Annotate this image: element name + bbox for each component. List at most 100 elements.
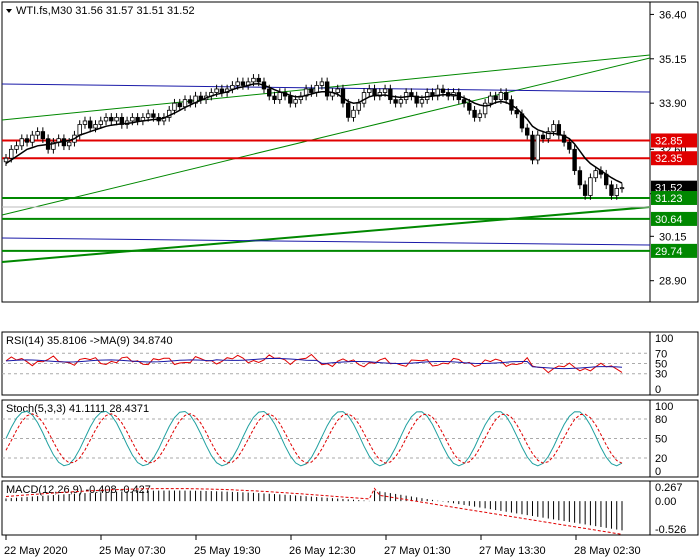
y-tick-label: 36.40 — [659, 9, 687, 21]
stoch-main-line — [5, 410, 623, 467]
candle-body — [272, 95, 277, 101]
rsi-tick-label: 50 — [655, 359, 667, 371]
rsi-tick-label: 70 — [655, 348, 667, 360]
candle-body — [235, 81, 240, 86]
candle-body — [477, 113, 483, 118]
candle-body — [361, 92, 367, 104]
price-label: 30.64 — [655, 214, 683, 226]
candle-body — [535, 134, 540, 161]
candle-body — [98, 120, 103, 125]
price-label: 32.35 — [655, 153, 683, 165]
lower-blue-line — [1, 237, 651, 246]
candle-body — [340, 88, 346, 104]
candle-body — [503, 92, 509, 101]
stoch-tick-label: 50 — [655, 434, 667, 446]
candle-body — [88, 120, 93, 129]
candle-body — [214, 88, 219, 93]
x-tick-label: 22 May 2020 — [4, 545, 68, 557]
candle-body — [309, 88, 314, 93]
moving-average-line — [5, 82, 623, 184]
candle-body — [567, 141, 572, 150]
rising-trendline — [1, 57, 651, 216]
candle-body — [346, 102, 351, 118]
candle-body — [130, 116, 135, 122]
candle-body — [109, 116, 114, 122]
price-label: 32.85 — [655, 135, 683, 147]
stoch-signal-line — [5, 413, 623, 464]
candle-body — [66, 141, 72, 147]
rsi-tick-label: 0 — [655, 384, 661, 396]
candle-body — [588, 177, 593, 196]
candle-body — [93, 124, 98, 129]
candle-body — [35, 131, 40, 136]
candle-body — [461, 99, 467, 104]
candle-body — [188, 99, 193, 104]
candle-body — [356, 102, 361, 111]
y-tick-label: 30.15 — [659, 231, 687, 243]
candle-body — [167, 109, 172, 118]
macd-pane-frame — [1, 480, 699, 536]
chart-header-title: WTI.fs,M30 31.56 31.57 31.51 31.52 — [16, 5, 195, 17]
candle-body — [324, 81, 330, 97]
y-tick-label: 33.90 — [659, 98, 687, 110]
candle-body — [525, 127, 530, 136]
x-tick-label: 27 May 01:30 — [384, 545, 451, 557]
candle-body — [472, 109, 477, 118]
price-label-box — [651, 133, 697, 148]
stoch-tick-label: 20 — [655, 453, 667, 465]
candle-body — [177, 102, 182, 108]
stoch-label: Stoch(5,3,3) 41.1111 28.4371 — [6, 403, 149, 415]
y-tick-label: 35.15 — [659, 54, 687, 66]
candle-body — [135, 116, 140, 122]
candle-body — [488, 95, 493, 104]
candle-body — [398, 99, 404, 104]
candle-body — [288, 95, 293, 104]
candle-body — [609, 184, 614, 196]
candle-body — [3, 157, 9, 163]
stoch-tick-label: 80 — [655, 414, 667, 426]
price-label-box — [651, 190, 697, 205]
candle-body — [572, 148, 577, 172]
rsi-tick-label: 100 — [655, 333, 673, 345]
macd-signal-line — [5, 487, 623, 535]
main-pane-frame — [1, 1, 699, 303]
price-label-box — [651, 211, 697, 226]
candle-body — [351, 109, 356, 118]
candle-body — [467, 102, 472, 111]
candle-body — [388, 88, 393, 101]
macd-tick-label: 0.00 — [655, 496, 676, 508]
candle-body — [546, 131, 551, 140]
candle-body — [393, 99, 398, 104]
candle-body — [335, 88, 340, 93]
candle-body — [219, 88, 225, 93]
candle-body — [482, 102, 488, 115]
lower-trendline — [1, 206, 651, 263]
candle-body — [498, 92, 504, 101]
candle-body — [103, 116, 109, 122]
candle-body — [256, 77, 261, 83]
candle-body — [14, 145, 19, 150]
rsi-tick-label: 30 — [655, 369, 667, 381]
candle-body — [82, 120, 88, 125]
candle-body — [230, 85, 235, 90]
candle-body — [382, 88, 388, 93]
price-label: 29.74 — [655, 246, 683, 258]
x-tick-label: 28 May 02:30 — [574, 545, 641, 557]
rsi-line — [5, 353, 623, 374]
macd-tick-label: 0.267 — [655, 482, 683, 494]
candle-body — [30, 134, 35, 143]
candle-body — [240, 81, 246, 86]
candle-body — [440, 88, 446, 93]
x-tick-label: 26 May 12:30 — [289, 545, 356, 557]
candle-body — [267, 88, 272, 97]
y-tick-label: 28.90 — [659, 276, 687, 288]
candle-body — [551, 124, 556, 132]
candle-body — [51, 141, 56, 150]
chevron-down-icon — [6, 9, 12, 13]
macd-tick-label: -0.526 — [655, 524, 686, 536]
candle-body — [145, 113, 151, 118]
candle-body — [77, 124, 82, 136]
candle-body — [614, 187, 619, 196]
candle-body — [172, 102, 177, 111]
